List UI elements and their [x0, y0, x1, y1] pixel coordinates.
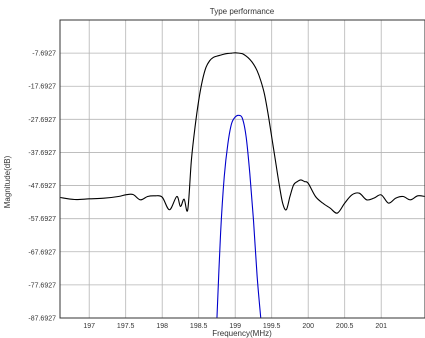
series-layer [59, 52, 425, 319]
x-tick-label: 197 [83, 323, 95, 330]
y-axis-label: Magnitude(dB) [3, 155, 12, 208]
y-tick-label: -57.6927 [28, 216, 56, 223]
plot-frame [59, 19, 425, 319]
x-tick-label: 200 [302, 323, 314, 330]
x-tick-label: 197.5 [117, 323, 135, 330]
y-tick-label: -87.6927 [28, 316, 56, 323]
y-tick-label: -47.6927 [28, 183, 56, 190]
x-axis-label: Frequency(MHz) [212, 329, 272, 338]
x-axis-ticks: 197 197.5 198 198.5 199 199.5 200 200.5 201 [83, 323, 387, 330]
y-tick-label: -77.6927 [28, 282, 56, 289]
series-line-2 [216, 114, 262, 319]
y-axis-ticks: -7.6927 -17.6927 -27.6927 -37.6927 -47.6927 -… [28, 51, 56, 323]
x-tick-label: 199 [229, 323, 241, 330]
y-tick-label: -37.6927 [28, 150, 56, 157]
x-tick-label: 198.5 [190, 323, 208, 330]
y-tick-label: -7.6927 [32, 51, 56, 58]
x-tick-label: 198 [156, 323, 168, 330]
y-tick-label: -17.6927 [28, 84, 56, 91]
y-tick-label: -27.6927 [28, 117, 56, 124]
series-line-1 [59, 52, 425, 214]
x-tick-label: 199.5 [263, 323, 281, 330]
chart-title: Type performance [210, 7, 275, 16]
x-tick-label: 201 [375, 323, 387, 330]
y-tick-label: -67.6927 [28, 249, 56, 256]
x-tick-label: 200.5 [336, 323, 354, 330]
